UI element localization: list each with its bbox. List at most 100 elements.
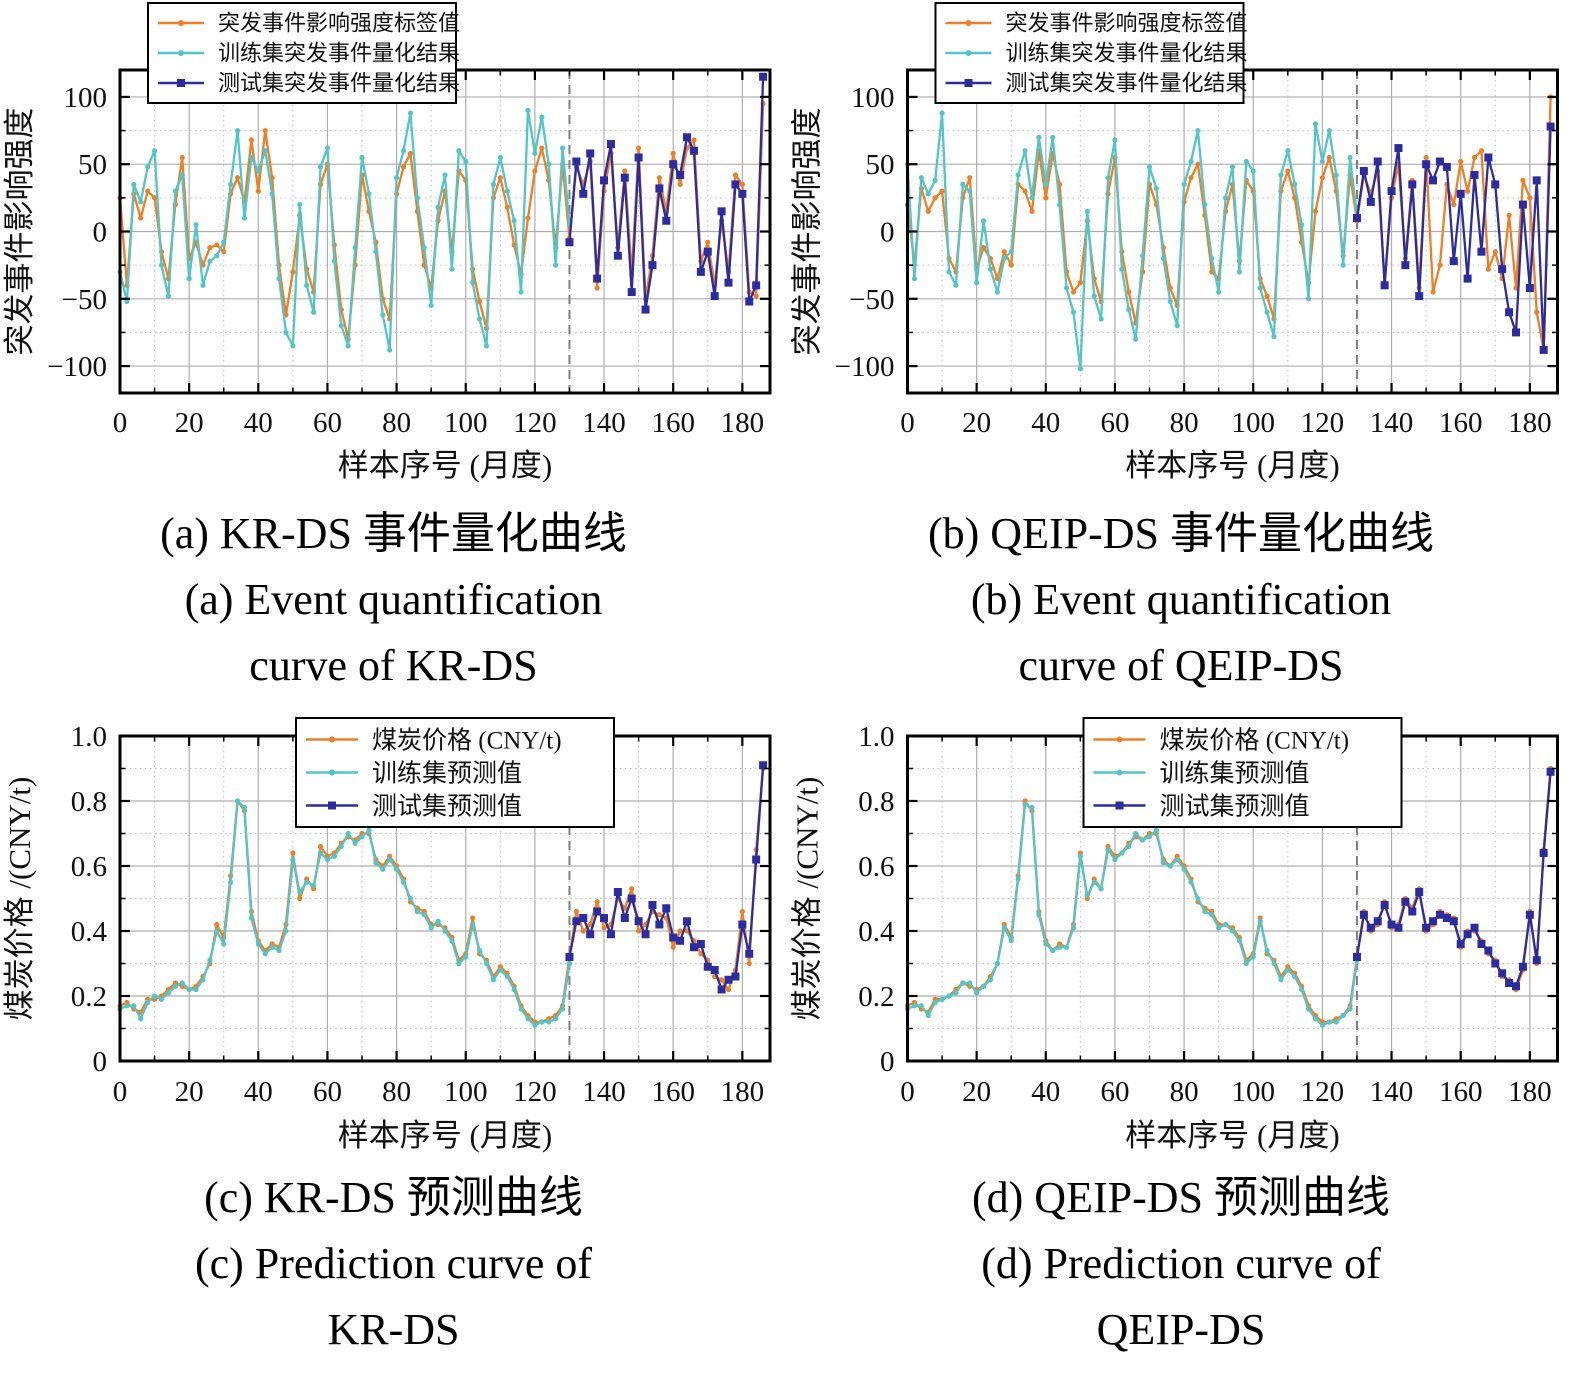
svg-text:突发事件影响强度标签值: 突发事件影响强度标签值 [1006, 11, 1248, 36]
series-train-prediction [904, 801, 1360, 1028]
svg-text:40: 40 [1031, 407, 1060, 439]
svg-text:180: 180 [721, 407, 765, 439]
svg-text:180: 180 [1508, 407, 1552, 439]
panel-a: 0 20 40 60 80 100 120 140 160 180 −100 −50 0 50 100 样本序… [0, 0, 787, 703]
svg-text:1.0: 1.0 [71, 721, 107, 753]
svg-text:100: 100 [851, 82, 895, 114]
panel-c: 0 20 40 60 80 100 120 140 160 180 0 0.2 0.4 0.6 0.8 1.0… [0, 703, 787, 1381]
svg-text:140: 140 [1370, 1076, 1414, 1108]
caption-c-line2: (c) Prediction curve of [194, 1239, 593, 1288]
svg-text:80: 80 [1170, 407, 1199, 439]
svg-text:−50: −50 [62, 284, 107, 316]
tick-labels: 0 20 40 60 80 100 120 140 160 180 −100 −50 0 50 100 [47, 82, 764, 439]
caption-c-line3: KR-DS [327, 1305, 460, 1354]
caption-b-line1: (b) QEIP-DS 事件量化曲线 [928, 509, 1434, 558]
svg-text:140: 140 [582, 1076, 626, 1108]
svg-text:160: 160 [651, 1076, 695, 1108]
svg-text:20: 20 [175, 407, 204, 439]
svg-text:20: 20 [962, 407, 991, 439]
svg-text:100: 100 [64, 82, 108, 114]
svg-text:60: 60 [1100, 407, 1129, 439]
svg-text:0.6: 0.6 [71, 851, 107, 883]
x-axis-label: 样本序号 (月度) [1125, 1118, 1339, 1153]
svg-text:0.4: 0.4 [71, 916, 108, 948]
caption-d-line2: (d) Prediction curve of [981, 1239, 1381, 1288]
svg-text:100: 100 [1231, 407, 1275, 439]
svg-text:0: 0 [900, 407, 915, 439]
chart-a: 0 20 40 60 80 100 120 140 160 180 −100 −50 0 50 100 样本序… [0, 0, 787, 497]
caption-a: (a) KR-DS 事件量化曲线 (a) Event quantificatio… [0, 497, 787, 703]
svg-text:60: 60 [313, 1076, 342, 1108]
svg-text:0: 0 [880, 217, 895, 249]
svg-text:0.6: 0.6 [858, 851, 894, 883]
caption-a-line1: (a) KR-DS 事件量化曲线 [160, 509, 627, 558]
chart-d: 0 20 40 60 80 100 120 140 160 180 0 0.2 0.4 0.6 0.8 1.0… [787, 703, 1575, 1163]
svg-text:0.4: 0.4 [858, 916, 895, 948]
y-axis-label: 煤炭价格 /(CNY/t) [2, 777, 37, 1021]
svg-text:0: 0 [93, 1046, 108, 1078]
svg-text:1.0: 1.0 [858, 721, 894, 753]
panel-b: 0 20 40 60 80 100 120 140 160 180 −100 −50 0 50 100 样本序… [787, 0, 1575, 703]
caption-a-line2: (a) Event quantification [184, 575, 603, 624]
svg-text:测试集突发事件量化结果: 测试集突发事件量化结果 [218, 71, 460, 96]
svg-text:0.2: 0.2 [71, 981, 107, 1013]
chart-d-canvas: 0 20 40 60 80 100 120 140 160 180 0 0.2 0.4 0.6 0.8 1.0… [790, 717, 1559, 1153]
x-axis-label: 样本序号 (月度) [338, 448, 552, 483]
axis-ticks [906, 734, 1558, 1063]
grid [120, 70, 770, 393]
svg-text:120: 120 [513, 1076, 557, 1108]
caption-c-line1: (c) KR-DS 预测曲线 [204, 1173, 583, 1222]
svg-text:0: 0 [113, 407, 128, 439]
svg-text:50: 50 [866, 149, 895, 181]
svg-text:测试集预测值: 测试集预测值 [372, 792, 522, 820]
series-test-prediction [1352, 767, 1555, 991]
svg-text:60: 60 [1100, 1076, 1129, 1108]
svg-text:120: 120 [1301, 407, 1345, 439]
tick-labels: 0 20 40 60 80 100 120 140 160 180 −100 −50 0 50 100 [835, 82, 1552, 439]
svg-text:测试集突发事件量化结果: 测试集突发事件量化结果 [1006, 71, 1248, 96]
svg-text:180: 180 [1508, 1076, 1552, 1108]
series-event-label-values [904, 94, 1554, 353]
chart-c-canvas: 0 20 40 60 80 100 120 140 160 180 0 0.2 0.4 0.6 0.8 1.0… [2, 717, 772, 1153]
svg-text:−100: −100 [47, 351, 107, 383]
caption-c: (c) KR-DS 预测曲线 (c) Prediction curve of K… [0, 1163, 787, 1381]
svg-text:0: 0 [900, 1076, 915, 1108]
caption-b: (b) QEIP-DS 事件量化曲线 (b) Event quantificat… [787, 497, 1575, 703]
svg-text:80: 80 [1170, 1076, 1199, 1108]
svg-text:训练集突发事件量化结果: 训练集突发事件量化结果 [1006, 41, 1248, 66]
caption-a-line3: curve of KR-DS [249, 641, 538, 690]
svg-text:160: 160 [1439, 407, 1483, 439]
chart-c: 0 20 40 60 80 100 120 140 160 180 0 0.2 0.4 0.6 0.8 1.0… [0, 703, 787, 1163]
svg-text:120: 120 [513, 407, 557, 439]
svg-text:120: 120 [1301, 1076, 1345, 1108]
svg-text:140: 140 [1370, 407, 1414, 439]
svg-text:煤炭价格 (CNY/t): 煤炭价格 (CNY/t) [1160, 726, 1350, 754]
svg-text:训练集预测值: 训练集预测值 [1160, 759, 1310, 787]
svg-text:煤炭价格 (CNY/t): 煤炭价格 (CNY/t) [372, 726, 562, 754]
svg-text:40: 40 [1031, 1076, 1060, 1108]
caption-d-line3: QEIP-DS [1096, 1305, 1266, 1354]
svg-text:160: 160 [1439, 1076, 1483, 1108]
svg-text:80: 80 [382, 407, 411, 439]
svg-text:−50: −50 [849, 284, 894, 316]
svg-text:40: 40 [244, 1076, 273, 1108]
series-test-prediction [565, 761, 768, 994]
x-axis-label: 样本序号 (月度) [1125, 448, 1339, 483]
svg-text:0: 0 [880, 1046, 895, 1078]
svg-text:140: 140 [582, 407, 626, 439]
svg-text:0.2: 0.2 [858, 981, 894, 1013]
svg-text:100: 100 [1231, 1076, 1275, 1108]
svg-text:60: 60 [313, 407, 342, 439]
svg-text:100: 100 [444, 1076, 488, 1108]
svg-text:测试集预测值: 测试集预测值 [1160, 792, 1310, 820]
grid [907, 70, 1558, 393]
svg-text:0: 0 [113, 1076, 128, 1108]
caption-d-line1: (d) QEIP-DS 预测曲线 [972, 1173, 1390, 1222]
caption-d: (d) QEIP-DS 预测曲线 (d) Prediction curve of… [787, 1163, 1575, 1381]
svg-text:160: 160 [651, 407, 695, 439]
y-axis-label: 煤炭价格 /(CNY/t) [790, 777, 825, 1021]
